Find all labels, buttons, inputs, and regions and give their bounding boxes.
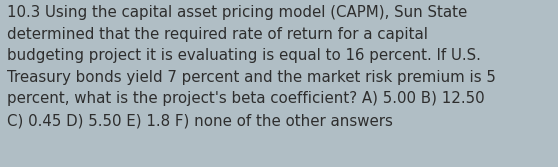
Text: 10.3 Using the capital asset pricing model (CAPM), Sun State
determined that the: 10.3 Using the capital asset pricing mod… bbox=[7, 5, 496, 128]
